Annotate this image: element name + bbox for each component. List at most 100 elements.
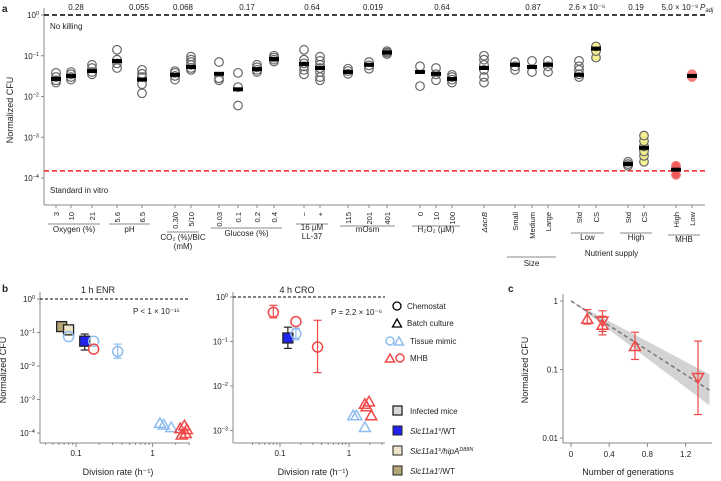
triangle-icon xyxy=(393,335,405,346)
x-tick-label: High xyxy=(672,212,681,227)
x-tick-label: 21 xyxy=(88,212,97,220)
enr-x-label: Division rate (h⁻¹) xyxy=(83,467,154,477)
median-bar xyxy=(623,162,633,167)
circle-marker xyxy=(267,306,280,319)
x-tick-label: 1 xyxy=(150,449,155,458)
y-tick-label: 100 xyxy=(27,11,39,20)
median-bar xyxy=(299,61,309,66)
p-value: 2.6 × 10⁻⁶ xyxy=(569,3,606,12)
y-tick-label: 0.01 xyxy=(542,434,558,443)
data-point xyxy=(214,75,224,86)
p-values-row: 0.28 0.055 0.068 0.17 0.64 0.019 0.64 0.87 2.6 ×… xyxy=(68,3,698,12)
x-tick-label: 5/10 xyxy=(187,212,196,227)
data-point xyxy=(574,55,584,66)
cro-title: 4 h CRO xyxy=(279,285,314,295)
median-bar xyxy=(431,71,441,76)
triangle-marker xyxy=(364,408,379,421)
median-bar xyxy=(87,69,97,74)
x-tick-label: ΔacrB xyxy=(480,212,489,233)
median-bar xyxy=(343,69,353,74)
group-label: mOsm xyxy=(356,225,380,234)
y-tick-label: 100 xyxy=(23,295,35,304)
median-bar xyxy=(137,77,147,82)
group-label: Low xyxy=(580,233,595,242)
group-label: Size xyxy=(524,259,540,268)
triangle-icon xyxy=(391,317,403,328)
median-bar xyxy=(66,73,76,78)
x-tick-label: CS xyxy=(640,212,649,222)
median-bar xyxy=(186,64,196,69)
circle-marker xyxy=(290,327,302,340)
x-tick-label: 401 xyxy=(383,212,392,225)
triangle-marker xyxy=(178,426,193,439)
panel-c: c Normalized CFU Number of generations 1… xyxy=(508,284,712,477)
legend-label: Slc11a1s/hipAD88N xyxy=(410,447,473,456)
data-point xyxy=(186,51,196,62)
group-label: pH xyxy=(124,225,134,234)
y-tick-label: 10−1 xyxy=(20,329,35,338)
square-icon xyxy=(392,465,403,476)
legend-label: Slc11a1s/WT xyxy=(410,427,456,436)
group-label: H₂O₂ (µM) xyxy=(417,225,454,234)
data-point xyxy=(479,72,489,82)
median-bar xyxy=(233,87,243,92)
data-point xyxy=(431,75,441,86)
group-label-line2: LL-37 xyxy=(302,232,323,241)
nutrient-supply-label: Nutrient supply xyxy=(585,249,638,258)
c-x-label: Number of generations xyxy=(582,467,674,477)
square-icon xyxy=(392,405,403,416)
c-y-label: Normalized CFU xyxy=(520,337,530,404)
circle-marker xyxy=(62,330,75,343)
data-point xyxy=(623,156,633,167)
median-bar xyxy=(315,66,325,71)
x-tick-label: 0.2 xyxy=(253,212,262,222)
median-bar xyxy=(479,66,489,71)
group-label: CO₂ (%)/BIC xyxy=(160,233,206,242)
legend-chemostat: Chemostat xyxy=(392,301,446,311)
circle-icon xyxy=(392,301,402,311)
x-tick-label: + xyxy=(316,211,325,216)
data-point xyxy=(112,58,122,69)
legend-slc11a1s-hipa: Slc11a1s/hipAD88N xyxy=(392,445,473,456)
panel-label-b: b xyxy=(2,284,8,295)
data-point xyxy=(431,63,441,73)
standard-in-vitro-label: Standard in vitro xyxy=(50,186,109,195)
legend-batch-culture: Batch culture xyxy=(391,317,454,328)
p-value: 0.055 xyxy=(129,3,150,12)
y-tick-label: 10−3 xyxy=(213,427,228,436)
panel-a-y-label: Normalized CFU xyxy=(5,77,15,144)
data-point xyxy=(137,88,147,99)
data-point xyxy=(299,69,309,80)
square-icon xyxy=(392,445,403,456)
triangle-marker xyxy=(174,428,189,440)
enr-title: 1 h ENR xyxy=(81,285,116,295)
median-bar xyxy=(510,62,520,67)
triangle-marker xyxy=(156,417,171,430)
x-tick-label: Small xyxy=(511,212,520,231)
x-tick-label: 1.2 xyxy=(680,450,692,459)
cro-p-value: P = 2.2 × 10⁻⁶ xyxy=(331,308,382,317)
data-point xyxy=(299,44,309,55)
enr-p-value: P < 1 × 10⁻¹⁵ xyxy=(133,307,180,316)
median-bar xyxy=(543,62,553,67)
x-tick-label: Large xyxy=(544,212,553,231)
group-label: Glucose (%) xyxy=(224,229,268,238)
x-tick-label: 5.6 xyxy=(113,212,122,222)
data-point xyxy=(137,64,147,75)
median-bar xyxy=(591,46,601,51)
data-point xyxy=(479,50,489,61)
p-value: 0.87 xyxy=(525,3,541,12)
square-marker xyxy=(79,335,91,347)
x-tick-label: 115 xyxy=(344,212,353,224)
median-bar xyxy=(447,76,457,81)
x-tick-label: 0.8 xyxy=(642,450,654,459)
x-tick-label: 0.1 xyxy=(274,449,286,458)
triangle-marker xyxy=(628,339,642,352)
panel-a: a Normalized CFU No killing Standard in … xyxy=(2,3,714,268)
circle-icon xyxy=(395,353,405,363)
data-point xyxy=(415,81,425,91)
circle-marker xyxy=(87,343,100,355)
square-icon xyxy=(392,425,403,436)
data-point xyxy=(671,169,681,180)
y-tick-label: 10−2 xyxy=(20,362,35,371)
